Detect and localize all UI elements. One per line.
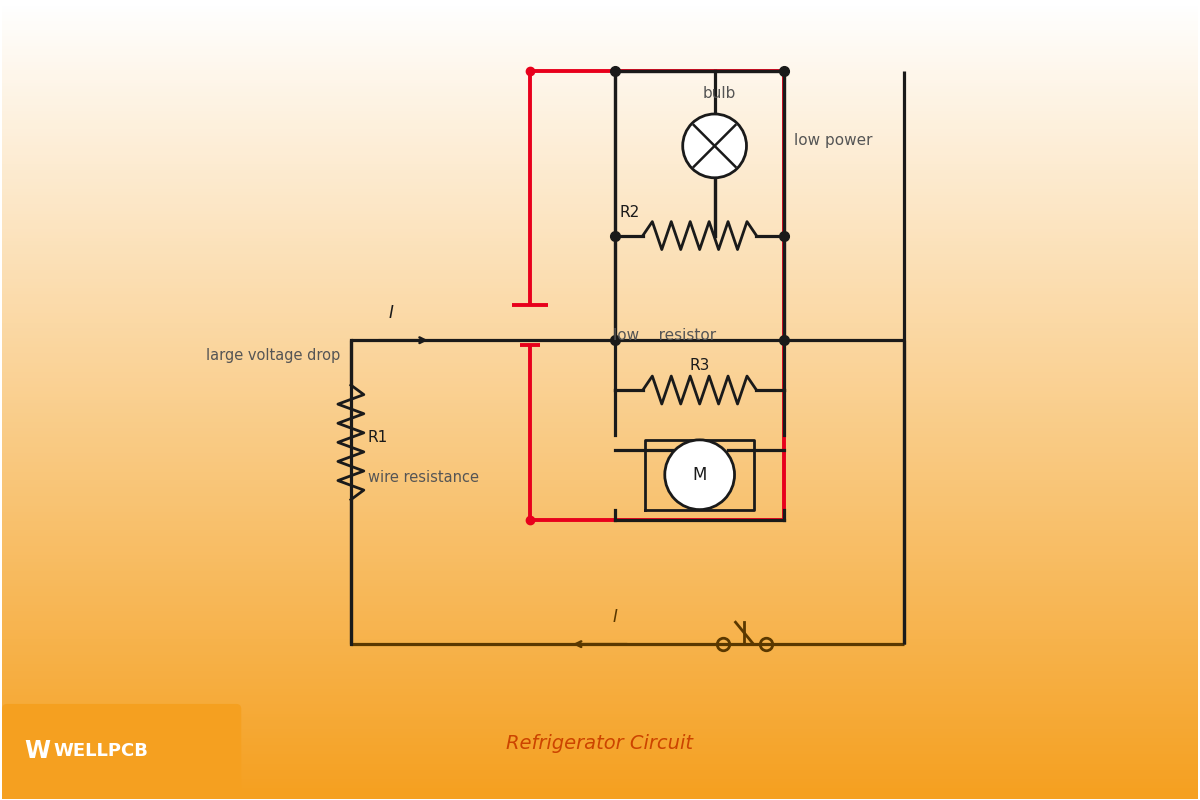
Text: I: I: [389, 304, 394, 322]
FancyBboxPatch shape: [2, 704, 241, 798]
Text: I: I: [612, 608, 617, 626]
Text: low    resistor: low resistor: [613, 328, 716, 343]
Text: W: W: [24, 738, 50, 762]
Text: Refrigerator Circuit: Refrigerator Circuit: [506, 734, 694, 754]
Text: R3: R3: [690, 358, 710, 373]
Text: bulb: bulb: [703, 86, 737, 101]
Circle shape: [665, 440, 734, 510]
Text: M: M: [692, 466, 707, 484]
Circle shape: [683, 114, 746, 178]
Text: WELLPCB: WELLPCB: [54, 742, 149, 760]
Text: wire resistance: wire resistance: [368, 470, 479, 485]
Text: R1: R1: [368, 430, 388, 445]
Text: large voltage drop: large voltage drop: [206, 348, 341, 363]
Text: low power: low power: [794, 134, 872, 149]
Text: R2: R2: [620, 205, 640, 220]
